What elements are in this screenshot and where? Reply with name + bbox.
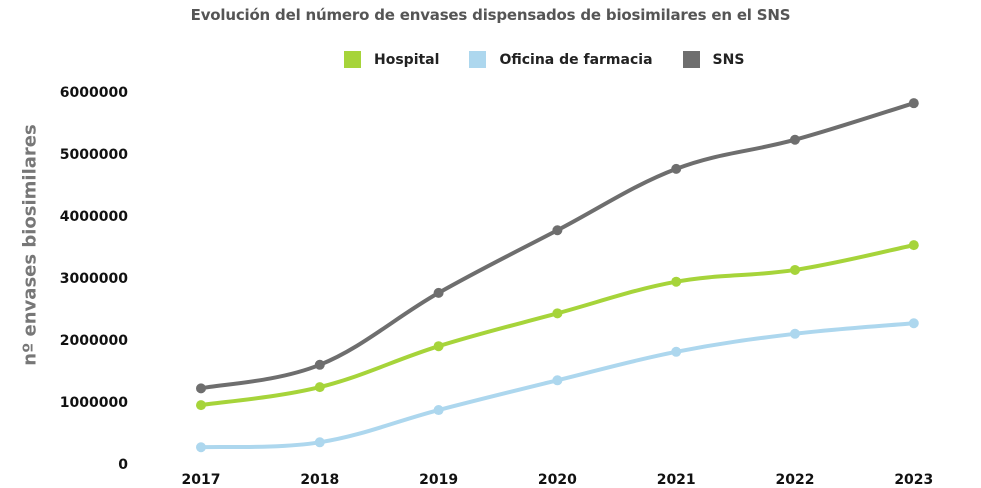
data-point-sns-2018 [314,359,325,370]
y-tick-label: 1000000 [60,395,128,411]
y-tick-label: 0 [118,457,128,473]
x-tick-label: 2023 [894,472,933,488]
legend: Hospital Oficina de farmacia SNS [344,51,774,68]
legend-label-oficina: Oficina de farmacia [499,51,653,68]
x-tick-label: 2018 [300,472,339,488]
y-tick-label: 6000000 [60,85,128,101]
data-point-sns-2020 [552,225,563,236]
data-point-hospital-2017 [196,400,206,411]
x-tick-label: 2017 [182,472,221,488]
chart-title: Evolución del número de envases dispensa… [190,6,791,24]
legend-item-hospital: Hospital [344,51,439,68]
y-tick-label: 4000000 [60,209,128,225]
data-point-oficina-2021 [671,346,682,357]
legend-item-sns: SNS [682,51,745,68]
data-point-oficina-2023 [908,318,919,329]
data-point-oficina-2020 [552,375,563,386]
legend-item-oficina: Oficina de farmacia [469,51,653,68]
x-tick-label: 2020 [538,472,577,488]
legend-label-sns: SNS [712,51,745,68]
legend-swatch-hospital [344,51,361,68]
data-point-oficina-2022 [790,328,800,339]
data-point-sns-2023 [908,98,919,109]
data-point-oficina-2017 [196,442,206,453]
data-point-hospital-2020 [552,308,563,319]
data-point-sns-2019 [433,287,444,298]
legend-swatch-oficina [469,51,487,68]
x-tick-label: 2022 [776,472,815,488]
legend-label-hospital: Hospital [374,51,440,68]
data-point-hospital-2018 [314,382,325,393]
data-point-sns-2021 [671,163,682,174]
series-line-sns [199,101,916,391]
data-point-oficina-2019 [433,405,444,416]
x-tick-label: 2021 [657,472,696,488]
x-tick-label: 2019 [419,472,458,488]
data-point-hospital-2021 [671,276,682,287]
data-point-hospital-2019 [433,341,444,352]
legend-swatch-sns [682,51,700,68]
y-tick-label: 5000000 [60,147,128,163]
y-tick-label: 2000000 [60,333,128,349]
data-point-sns-2022 [790,134,800,145]
data-point-oficina-2018 [314,437,325,448]
data-point-hospital-2023 [908,240,919,251]
data-point-sns-2017 [196,383,206,394]
y-tick-label: 3000000 [60,271,128,287]
data-point-hospital-2022 [790,264,800,275]
